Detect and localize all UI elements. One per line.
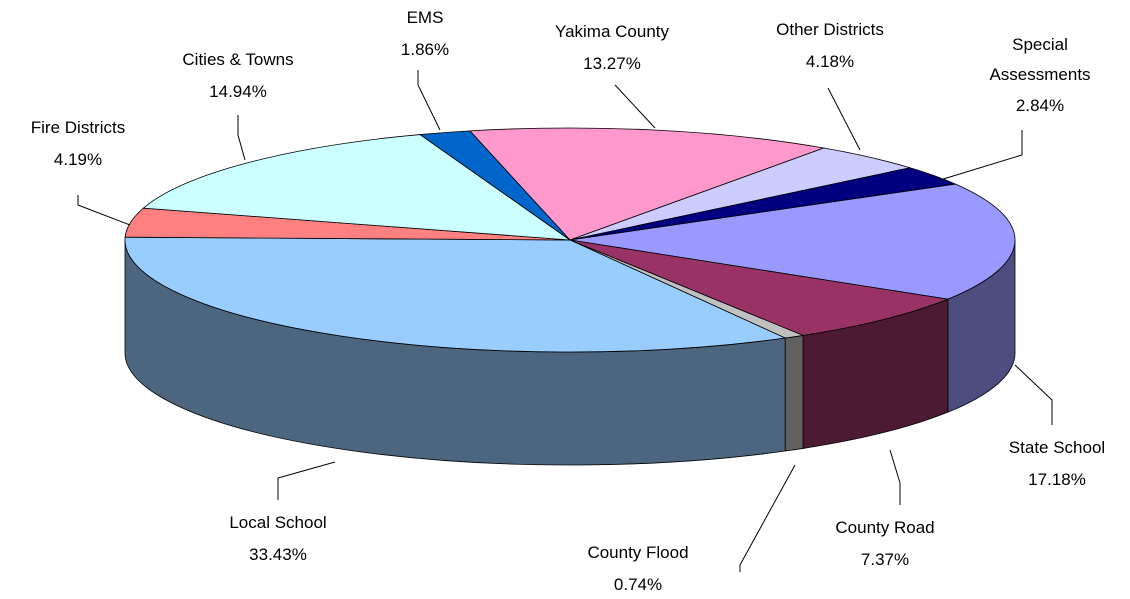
category-label: EMS [406,8,444,27]
category-label: Special Assessments [989,35,1091,84]
category-label: Other Districts [776,20,884,39]
leader-line [827,87,861,151]
value-label: 13.27% [583,54,641,73]
slice [569,239,950,336]
slice-label: Fire Districts 4.19% [31,112,125,176]
value-label: 7.37% [860,550,910,569]
slice [124,236,787,353]
category-label: Yakima County [554,22,670,41]
value-label: 1.86% [400,40,450,59]
slice-label: Cities & Towns 14.94% [182,44,293,108]
category-label: Cities & Towns [182,50,294,69]
category-label: County Flood [587,543,689,562]
category-label: State School [1008,438,1106,457]
slice-label: State School 17.18% [1009,432,1105,496]
slice-label: Special Assessments 2.84% [980,30,1100,122]
leader-line [1014,364,1053,425]
category-label: Local School [229,513,327,532]
leader-line [614,84,656,129]
leader-line [889,449,901,505]
value-label: 0.74% [613,575,663,594]
value-label: 14.94% [209,82,267,101]
leader-line [739,464,796,572]
value-label: 33.43% [249,545,307,564]
slice-label: County Flood 0.74% [587,537,688,599]
slice-side [784,334,804,452]
slice-label: County Road 7.37% [835,512,934,576]
value-label: 17.18% [1028,470,1086,489]
slice-label: Local School 33.43% [229,507,326,571]
leader-line [237,115,246,161]
slice-label: Yakima County 13.27% [555,16,669,80]
slice [418,130,571,241]
category-label: Fire Districts [30,118,126,137]
category-label: County Road [835,518,935,537]
leader-line [939,130,1023,181]
slice-label: EMS 1.86% [401,2,449,66]
value-label: 2.84% [1015,96,1065,115]
slice [142,134,572,241]
value-label: 4.19% [53,150,103,169]
leader-line [77,195,131,226]
slice [569,183,1016,300]
leader-line [417,70,441,131]
slice [469,127,826,241]
slice-label: Other Districts 4.18% [776,14,884,78]
value-label: 4.18% [805,52,855,71]
leader-line [277,461,336,500]
